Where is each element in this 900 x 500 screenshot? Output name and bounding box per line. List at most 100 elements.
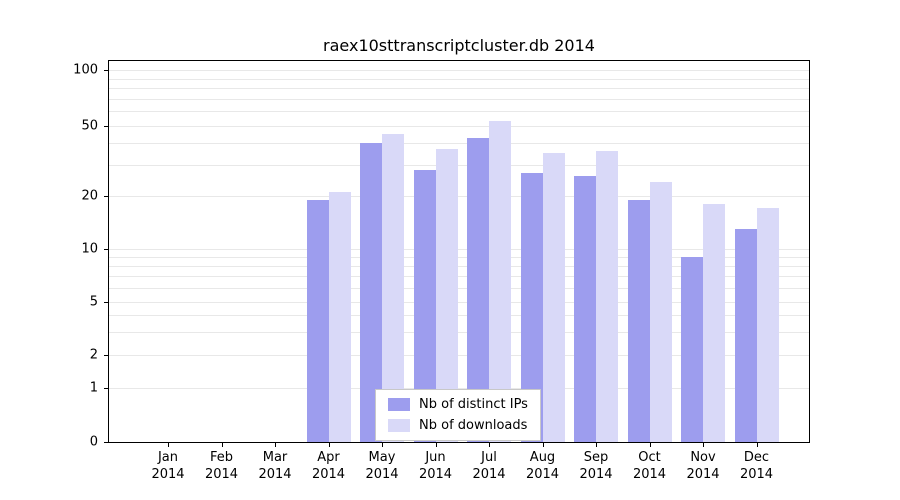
- x-tick-year: 2014: [472, 467, 506, 482]
- x-tick-year: 2014: [311, 467, 346, 482]
- x-tick-mark: [435, 443, 437, 447]
- x-tick-label: Oct 2014: [618, 449, 682, 483]
- y-tick-mark: [104, 442, 108, 443]
- y-tick-mark: [104, 355, 108, 356]
- y-tick-mark: [104, 70, 108, 71]
- x-tick-mark: [756, 443, 758, 447]
- x-tick-label: May 2014: [350, 449, 414, 483]
- y-tick-label: 5: [89, 294, 98, 310]
- x-tick-label: Feb 2014: [190, 449, 254, 483]
- bar-downloads-apr-2014: [328, 192, 351, 442]
- y-tick-label: 2: [89, 347, 98, 363]
- gridline: [109, 331, 809, 333]
- x-tick-mark: [221, 443, 223, 447]
- x-tick-month: Apr: [317, 450, 340, 465]
- bar-downloads-may-2014: [382, 134, 404, 442]
- bar-distinct-ips-jul-2014: [467, 137, 489, 442]
- x-tick-label: Mar 2014: [243, 449, 307, 483]
- bar-distinct-ips-dec-2014: [734, 228, 757, 442]
- bar-downloads-sep-2014: [596, 151, 618, 442]
- x-tick-year: 2014: [418, 467, 453, 482]
- x-tick-year: 2014: [686, 467, 720, 482]
- gridline: [109, 196, 809, 197]
- x-tick-year: 2014: [739, 467, 774, 482]
- x-tick-label: Jan 2014: [136, 449, 200, 483]
- x-tick-month: Jun: [425, 450, 446, 465]
- y-tick-mark: [104, 126, 108, 127]
- bar-distinct-ips-aug-2014: [520, 173, 543, 442]
- bar-downloads-jul-2014: [489, 121, 511, 442]
- gridline: [109, 165, 809, 166]
- y-tick-label: 1: [89, 380, 98, 396]
- x-tick-mark: [168, 443, 169, 447]
- x-tick-label: Apr 2014: [297, 449, 361, 483]
- y-tick-mark: [104, 302, 108, 303]
- bar-distinct-ips-nov-2014: [681, 257, 703, 442]
- gridline: [109, 314, 809, 316]
- x-tick-label: Dec 2014: [725, 449, 789, 483]
- gridline: [109, 276, 809, 278]
- gridline: [109, 288, 809, 290]
- bar-distinct-ips-jun-2014: [413, 170, 436, 442]
- x-tick-label: Nov 2014: [671, 449, 735, 483]
- bar-downloads-oct-2014: [649, 182, 672, 442]
- gridline: [109, 143, 809, 144]
- y-tick-label: 50: [81, 118, 98, 134]
- gridline: [109, 88, 809, 89]
- y-tick-mark: [104, 249, 108, 250]
- x-tick-month: Dec: [743, 450, 770, 465]
- bar-downloads-dec-2014: [756, 208, 779, 442]
- x-tick-year: 2014: [525, 467, 560, 482]
- legend-item-downloads: Nb of downloads: [388, 418, 528, 433]
- plot-area: [108, 60, 810, 443]
- x-tick-month: Oct: [638, 450, 661, 465]
- chart-title: raex10sttranscriptcluster.db 2014: [323, 36, 595, 55]
- x-tick-year: 2014: [258, 467, 292, 482]
- x-tick-month: Nov: [690, 450, 716, 465]
- gridline: [109, 249, 809, 250]
- x-tick-mark: [542, 443, 544, 447]
- gridline: [109, 257, 809, 259]
- x-tick-label: Jul 2014: [457, 449, 521, 483]
- y-tick-label: 20: [81, 188, 98, 204]
- x-tick-month: May: [368, 450, 396, 465]
- x-tick-label: Aug 2014: [511, 449, 575, 483]
- gridline: [109, 388, 809, 389]
- legend-swatch-distinct-ips: [388, 398, 410, 411]
- y-tick-mark: [104, 196, 108, 197]
- legend-item-distinct-ips: Nb of distinct IPs: [388, 397, 528, 412]
- x-tick-label: Jun 2014: [404, 449, 468, 483]
- x-tick-year: 2014: [204, 467, 239, 482]
- bar-downloads-aug-2014: [542, 153, 565, 442]
- x-tick-year: 2014: [632, 467, 667, 482]
- gridline: [109, 111, 809, 113]
- x-tick-year: 2014: [151, 467, 185, 482]
- gridline: [109, 266, 809, 268]
- x-tick-month: Jul: [481, 450, 497, 465]
- x-tick-mark: [382, 443, 383, 447]
- y-tick-label: 10: [81, 241, 98, 257]
- y-tick-label: 0: [89, 434, 98, 450]
- x-tick-mark: [596, 443, 597, 447]
- gridline: [109, 355, 809, 356]
- x-tick-mark: [489, 443, 490, 447]
- bar-downloads-nov-2014: [703, 204, 725, 442]
- legend: Nb of distinct IPs Nb of downloads: [375, 389, 541, 441]
- bar-downloads-jun-2014: [435, 149, 458, 442]
- x-tick-label: Sep 2014: [564, 449, 628, 483]
- x-tick-month: Feb: [209, 450, 234, 465]
- gridline: [109, 126, 809, 127]
- gridline: [109, 98, 809, 100]
- x-tick-month: Sep: [583, 450, 609, 465]
- bar-distinct-ips-oct-2014: [627, 199, 650, 442]
- legend-label-downloads: Nb of downloads: [419, 418, 528, 433]
- gridline: [109, 302, 809, 303]
- bar-distinct-ips-may-2014: [360, 143, 382, 442]
- bar-distinct-ips-apr-2014: [306, 199, 329, 442]
- x-tick-mark: [649, 443, 651, 447]
- x-tick-year: 2014: [365, 467, 399, 482]
- x-tick-month: Mar: [262, 450, 288, 465]
- y-tick-mark: [104, 388, 108, 389]
- legend-label-distinct-ips: Nb of distinct IPs: [419, 397, 528, 412]
